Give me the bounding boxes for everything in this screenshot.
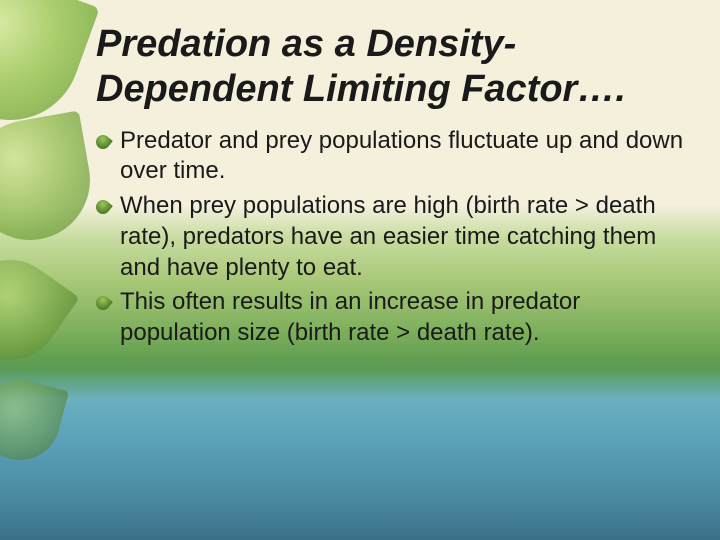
list-item: Predator and prey populations fluctuate …: [114, 126, 690, 187]
bullet-list: Predator and prey populations fluctuate …: [96, 126, 690, 349]
slide-title: Predation as a Density-Dependent Limitin…: [96, 22, 690, 112]
leaf-icon: [0, 240, 80, 379]
slide: Predation as a Density-Dependent Limitin…: [0, 0, 720, 540]
leaf-icon: [0, 110, 100, 249]
content-area: Predation as a Density-Dependent Limitin…: [96, 22, 690, 353]
list-item: This often results in an increase in pre…: [114, 287, 690, 348]
list-item: When prey populations are high (birth ra…: [114, 191, 690, 283]
leaf-icon: [0, 371, 69, 469]
